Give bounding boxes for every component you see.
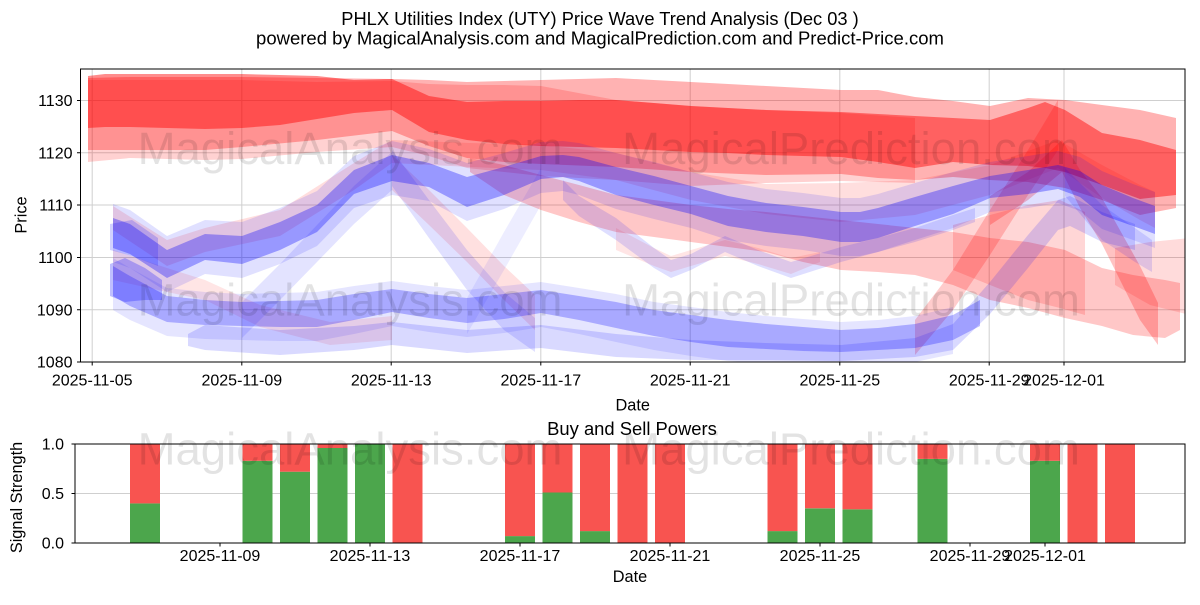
- svg-text:2025-11-13: 2025-11-13: [330, 548, 411, 565]
- svg-text:PHLX Utilities Index (UTY) Pri: PHLX Utilities Index (UTY) Price Wave Tr…: [341, 8, 858, 29]
- svg-text:MagicalPrediction.com: MagicalPrediction.com: [622, 275, 1080, 326]
- svg-text:Date: Date: [616, 397, 650, 415]
- svg-text:Date: Date: [613, 568, 647, 586]
- svg-text:powered by MagicalAnalysis.com: powered by MagicalAnalysis.com and Magic…: [256, 28, 944, 49]
- svg-text:2025-11-21: 2025-11-21: [630, 548, 711, 565]
- svg-text:MagicalPrediction.com: MagicalPrediction.com: [622, 123, 1080, 174]
- svg-text:MagicalAnalysis.com: MagicalAnalysis.com: [138, 424, 563, 475]
- svg-text:0.0: 0.0: [42, 536, 64, 553]
- svg-text:2025-11-25: 2025-11-25: [799, 373, 880, 390]
- svg-text:2025-11-09: 2025-11-09: [180, 548, 261, 565]
- svg-text:1080: 1080: [37, 355, 73, 372]
- svg-text:2025-11-29: 2025-11-29: [949, 373, 1030, 390]
- svg-text:0.5: 0.5: [42, 486, 64, 503]
- svg-text:2025-11-17: 2025-11-17: [500, 373, 581, 390]
- svg-text:2025-11-05: 2025-11-05: [52, 373, 133, 390]
- svg-text:1090: 1090: [37, 302, 73, 319]
- svg-text:1130: 1130: [38, 93, 73, 110]
- svg-text:2025-11-17: 2025-11-17: [480, 548, 561, 565]
- svg-text:MagicalAnalysis.com: MagicalAnalysis.com: [138, 123, 563, 174]
- svg-text:Buy and Sell Powers: Buy and Sell Powers: [547, 418, 717, 439]
- svg-text:2025-11-21: 2025-11-21: [650, 373, 731, 390]
- svg-text:2025-11-09: 2025-11-09: [201, 373, 282, 390]
- svg-text:2025-11-29: 2025-11-29: [930, 548, 1011, 565]
- svg-text:2025-11-13: 2025-11-13: [351, 373, 432, 390]
- svg-text:MagicalAnalysis.com: MagicalAnalysis.com: [138, 275, 563, 326]
- svg-text:1110: 1110: [39, 198, 72, 215]
- svg-text:2025-12-01: 2025-12-01: [1004, 548, 1086, 565]
- svg-text:Signal Strength: Signal Strength: [8, 442, 26, 553]
- svg-text:1100: 1100: [38, 250, 73, 267]
- svg-text:1.0: 1.0: [42, 437, 64, 454]
- svg-text:Price: Price: [13, 196, 31, 233]
- svg-text:MagicalPrediction.com: MagicalPrediction.com: [622, 424, 1080, 475]
- svg-text:2025-11-25: 2025-11-25: [780, 548, 861, 565]
- svg-text:2025-12-01: 2025-12-01: [1023, 373, 1105, 390]
- svg-text:1120: 1120: [38, 145, 73, 162]
